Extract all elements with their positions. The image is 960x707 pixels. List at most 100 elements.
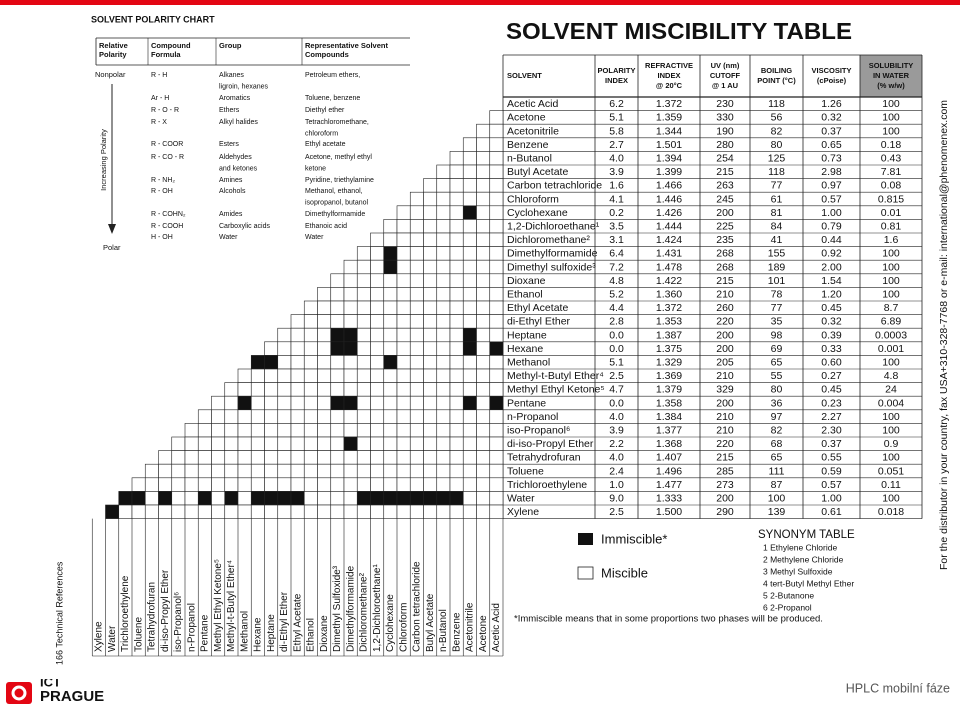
miscible-cell <box>409 232 424 247</box>
miscible-cell <box>383 504 398 519</box>
miscible-cell <box>449 219 464 234</box>
table-cell: 1.372 <box>656 98 682 110</box>
miscible-cell <box>476 450 491 465</box>
miscible-cell <box>237 436 252 451</box>
table-cell: 0.11 <box>881 479 901 491</box>
miscible-cell <box>476 273 491 288</box>
immiscible-cell <box>343 327 358 343</box>
table-cell: 1.358 <box>656 397 682 409</box>
miscible-cell <box>449 327 464 343</box>
table-cell: 100 <box>882 288 900 300</box>
miscible-cell <box>224 477 239 492</box>
table-cell: 0.9 <box>884 438 899 450</box>
miscible-cell <box>303 423 318 438</box>
compounds: Pyridine, triethylamine <box>305 177 374 184</box>
miscible-cell <box>489 409 504 424</box>
formula: R - NH₂ <box>151 177 175 184</box>
miscible-cell <box>197 504 212 519</box>
miscible-cell <box>277 355 292 370</box>
table-cell: 0.37 <box>821 438 842 450</box>
compounds: ketone <box>305 165 326 172</box>
miscible-cell <box>211 436 226 451</box>
miscible-cell <box>224 382 239 397</box>
table-header: SOLUBILITY <box>869 61 914 70</box>
miscible-cell <box>317 355 332 370</box>
miscible-cell <box>370 314 385 329</box>
solvent-name: Acetic Acid <box>507 98 559 110</box>
miscible-cell <box>197 436 212 451</box>
miscible-cell <box>303 314 318 329</box>
miscible-cell <box>277 341 292 356</box>
miscible-cell <box>383 436 398 451</box>
miscible-cell <box>489 314 504 329</box>
miscible-cell <box>436 341 451 356</box>
miscible-cell <box>449 287 464 302</box>
miscible-cell <box>303 341 318 356</box>
table-header: POLARITY <box>598 66 636 75</box>
miscible-cell <box>317 491 332 506</box>
miscible-cell <box>476 314 491 329</box>
miscible-cell <box>277 327 292 343</box>
column-label: Hexane <box>253 617 264 652</box>
table-cell: 0.051 <box>878 465 904 477</box>
miscible-cell <box>489 123 504 139</box>
table-cell: 0.61 <box>821 506 842 518</box>
table-header: @ 20°C <box>656 81 683 90</box>
table-cell: 0.001 <box>878 343 904 355</box>
table-cell: 98 <box>771 329 783 341</box>
miscible-cell <box>436 259 451 275</box>
table-cell: 1.20 <box>821 288 842 300</box>
column-label: Trichloroethylene <box>120 575 131 652</box>
polarity-header: Group <box>219 41 242 50</box>
table-cell: 0.45 <box>821 302 842 314</box>
table-cell: 1.0 <box>609 479 624 491</box>
miscible-cell <box>343 314 358 329</box>
miscible-cell <box>436 205 451 220</box>
miscible-cell <box>436 463 451 479</box>
miscible-cell <box>224 395 239 411</box>
table-cell: 245 <box>716 193 734 205</box>
table-cell: 61 <box>771 193 783 205</box>
miscible-cell <box>264 504 279 519</box>
immiscible-cell <box>436 491 451 506</box>
miscible-cell <box>277 409 292 424</box>
miscible-cell <box>489 477 504 492</box>
miscible-cell <box>396 300 411 315</box>
miscible-cell <box>250 395 265 411</box>
formula: R - X <box>151 119 167 126</box>
miscible-cell <box>409 314 424 329</box>
table-cell: 0.2 <box>609 207 624 219</box>
group: Water <box>219 234 238 241</box>
miscible-cell <box>330 450 345 465</box>
column-label: n-Butanol <box>438 609 449 652</box>
miscible-cell <box>423 327 438 343</box>
table-cell: 82 <box>771 125 783 137</box>
miscible-cell <box>250 463 265 479</box>
table-cell: 210 <box>716 288 734 300</box>
miscible-cell <box>184 423 199 438</box>
miscible-cell <box>396 504 411 519</box>
miscible-cell <box>317 287 332 302</box>
miscible-cell <box>449 504 464 519</box>
immiscible-cell <box>370 491 385 506</box>
miscible-cell <box>423 368 438 383</box>
miscible-cell <box>449 300 464 315</box>
table-cell: 1.360 <box>656 288 682 300</box>
table-cell: 100 <box>882 452 900 464</box>
solvent-name: Water <box>507 492 535 504</box>
miscible-cell <box>237 423 252 438</box>
miscible-cell <box>290 409 305 424</box>
miscible-cell <box>224 423 239 438</box>
miscible-cell <box>489 355 504 370</box>
miscible-cell <box>436 382 451 397</box>
table-cell: 4.7 <box>609 384 624 396</box>
column-label: Cyclohexane <box>385 594 396 652</box>
miscible-cell <box>356 450 371 465</box>
immiscible-cell <box>118 491 133 506</box>
table-header: SOLVENT <box>507 71 542 80</box>
miscible-cell <box>370 232 385 247</box>
table-cell: 1.54 <box>821 275 842 287</box>
miscible-cell <box>317 327 332 343</box>
miscible-cell <box>449 450 464 465</box>
miscible-cell <box>436 423 451 438</box>
